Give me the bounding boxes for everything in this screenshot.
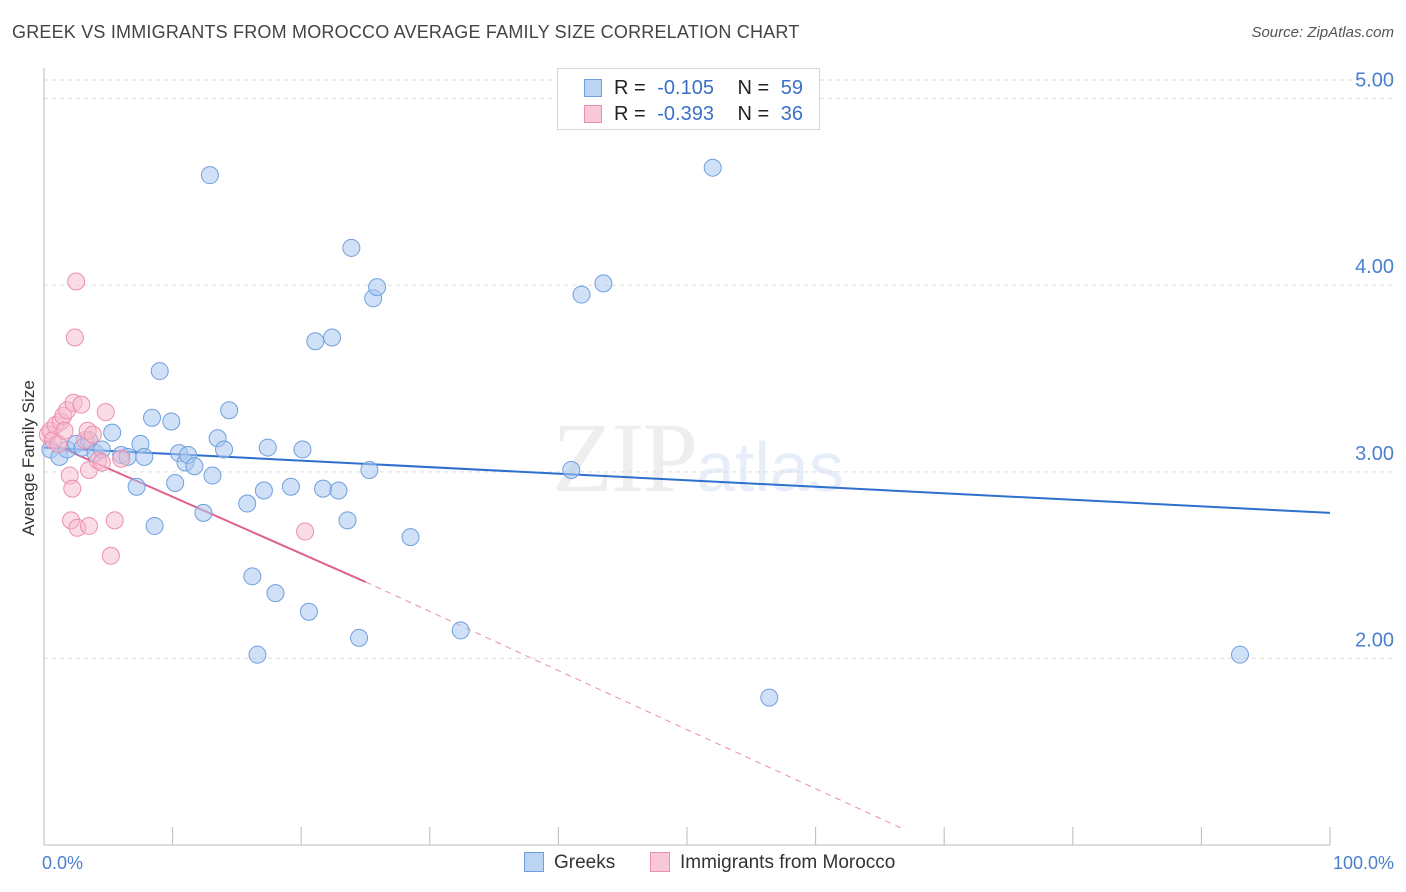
bottom-legend-greeks: Greeks	[524, 852, 615, 874]
morocco-point	[105, 511, 124, 530]
morocco-point	[92, 453, 111, 472]
greeks-point	[368, 278, 387, 297]
greeks-point	[760, 688, 779, 707]
greeks-point	[220, 401, 239, 420]
bottom-greeks-swatch	[524, 852, 544, 872]
greeks-point	[150, 362, 169, 381]
legend-row-morocco: R = -0.393 N = 36	[584, 103, 803, 125]
y-tick-label: 3.00	[1355, 443, 1394, 465]
greeks-point	[243, 567, 262, 586]
morocco-point	[96, 403, 115, 422]
greeks-point	[329, 481, 348, 500]
morocco-n-label: N =	[737, 103, 770, 125]
greeks-point	[203, 466, 222, 485]
greeks-point	[306, 332, 325, 351]
greeks-point	[703, 158, 722, 177]
greeks-point	[248, 645, 267, 664]
morocco-point	[80, 516, 99, 535]
greeks-point	[299, 602, 318, 621]
greeks-point	[103, 423, 122, 442]
y-axis-label: Average Family Size	[19, 380, 38, 536]
greeks-point	[572, 285, 591, 304]
bottom-morocco-swatch	[650, 852, 670, 872]
bottom-morocco-label: Immigrants from Morocco	[680, 852, 896, 873]
greeks-point	[194, 503, 213, 522]
greeks-point	[1230, 645, 1249, 664]
greeks-point	[258, 438, 277, 457]
greeks-point	[342, 238, 361, 257]
morocco-trend-extension	[365, 581, 906, 831]
greeks-point	[135, 447, 154, 466]
morocco-r-label: R =	[614, 103, 646, 125]
greeks-point	[281, 477, 300, 496]
greeks-n-value: 59	[780, 77, 804, 99]
greeks-point	[314, 479, 333, 498]
morocco-swatch	[584, 105, 602, 123]
morocco-point	[101, 546, 120, 565]
greeks-point	[293, 440, 312, 459]
greeks-point	[166, 474, 185, 493]
greeks-point	[143, 408, 162, 427]
greeks-point	[145, 516, 164, 535]
y-tick-label: 4.00	[1355, 256, 1394, 278]
source-credit: Source: ZipAtlas.com	[1251, 24, 1394, 41]
greeks-point	[451, 621, 470, 640]
chart-title: GREEK VS IMMIGRANTS FROM MOROCCO AVERAGE…	[12, 22, 800, 42]
greeks-n-label: N =	[737, 77, 770, 99]
greeks-swatch	[584, 79, 602, 97]
greeks-r-label: R =	[614, 77, 646, 99]
morocco-point	[83, 425, 102, 444]
y-tick-label: 5.00	[1355, 70, 1394, 92]
greeks-point	[266, 584, 285, 603]
bottom-legend-morocco: Immigrants from Morocco	[650, 852, 895, 874]
morocco-point	[65, 328, 84, 347]
tick-labels: 2.00 3.00 4.00 5.00 0.0% 100.0%	[42, 70, 1394, 873]
correlation-legend: R = -0.105 N = 59 R = -0.393 N = 36	[557, 68, 820, 130]
morocco-point	[296, 522, 315, 541]
watermark: ZIPatlas	[552, 400, 844, 515]
watermark-zip: ZIP	[552, 402, 698, 513]
greeks-point	[254, 481, 273, 500]
morocco-point	[112, 449, 131, 468]
bottom-greeks-label: Greeks	[554, 852, 616, 873]
morocco-n-value: 36	[780, 103, 804, 125]
greeks-point	[338, 511, 357, 530]
greeks-point	[360, 460, 379, 479]
greeks-point	[562, 460, 581, 479]
morocco-point	[63, 479, 82, 498]
trend-lines	[43, 439, 1331, 831]
greeks-point	[162, 412, 181, 431]
data-points	[38, 158, 1249, 707]
greeks-point	[401, 528, 420, 547]
greeks-point	[238, 494, 257, 513]
greeks-r-value: -0.105	[657, 77, 714, 99]
morocco-point	[55, 421, 74, 440]
y-tick-label: 2.00	[1355, 629, 1394, 651]
greeks-point	[323, 328, 342, 347]
watermark-atlas: atlas	[696, 428, 844, 506]
legend-row-greeks: R = -0.105 N = 59	[584, 77, 803, 99]
morocco-point	[67, 272, 86, 291]
morocco-point	[72, 395, 91, 414]
greeks-point	[350, 628, 369, 647]
x-tick-label-min: 0.0%	[42, 853, 83, 873]
greeks-point	[594, 274, 613, 293]
greeks-point	[215, 440, 234, 459]
greeks-point	[185, 457, 204, 476]
axes	[43, 68, 1331, 846]
greeks-point	[200, 166, 219, 185]
greeks-trend-line	[43, 446, 1331, 514]
x-tick-label-max: 100.0%	[1333, 853, 1394, 873]
morocco-r-value: -0.393	[657, 103, 714, 125]
greeks-point	[127, 477, 146, 496]
